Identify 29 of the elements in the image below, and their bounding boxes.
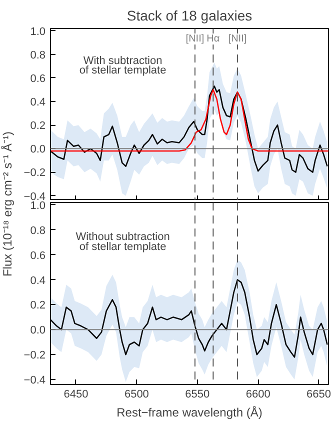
ref-line-label: [NII] — [186, 34, 204, 44]
y-tick-label: 0.6 — [30, 250, 46, 262]
y-tick-label: 0.0 — [30, 144, 46, 156]
y-axis-title: Flux (10⁻¹⁸ erg cm⁻² s⁻¹ Å⁻¹) — [0, 131, 14, 277]
y-tick-label: 0.6 — [30, 72, 46, 85]
x-tick-label: 6650 — [306, 388, 332, 400]
annotation: With subtraction of stellar template — [79, 55, 166, 77]
y-tick-label: 0.8 — [30, 224, 46, 237]
y-tick-label: 0.4 — [30, 96, 46, 109]
y-tick-label: 0.2 — [30, 300, 46, 312]
y-tick-label: 0.2 — [30, 120, 46, 132]
x-tick-label: 6600 — [246, 388, 270, 400]
y-tick-label: −0.4 — [24, 374, 46, 387]
ref-line-label: [NII] — [228, 34, 247, 44]
x-tick-label: 6450 — [64, 388, 88, 400]
y-tick-label: 0.4 — [30, 274, 46, 287]
line-series — [50, 89, 328, 152]
chart-title: Stack of 18 galaxies — [126, 8, 252, 24]
x-tick-label: 6500 — [124, 388, 149, 400]
y-tick-label: −0.2 — [24, 350, 46, 362]
y-tick-label: 1.0 — [30, 26, 46, 38]
annotation: Without subtraction of stellar template — [76, 231, 170, 254]
y-tick-label: 0.0 — [30, 324, 46, 337]
ref-line-label: Hα — [206, 34, 220, 44]
y-tick-label: 0.8 — [30, 49, 46, 62]
y-tick-label: −0.2 — [24, 167, 46, 180]
x-axis-title: Rest−frame wavelength (Å) — [116, 406, 262, 420]
y-tick-label: 1.0 — [30, 200, 46, 212]
x-tick-label: 6550 — [185, 388, 210, 400]
